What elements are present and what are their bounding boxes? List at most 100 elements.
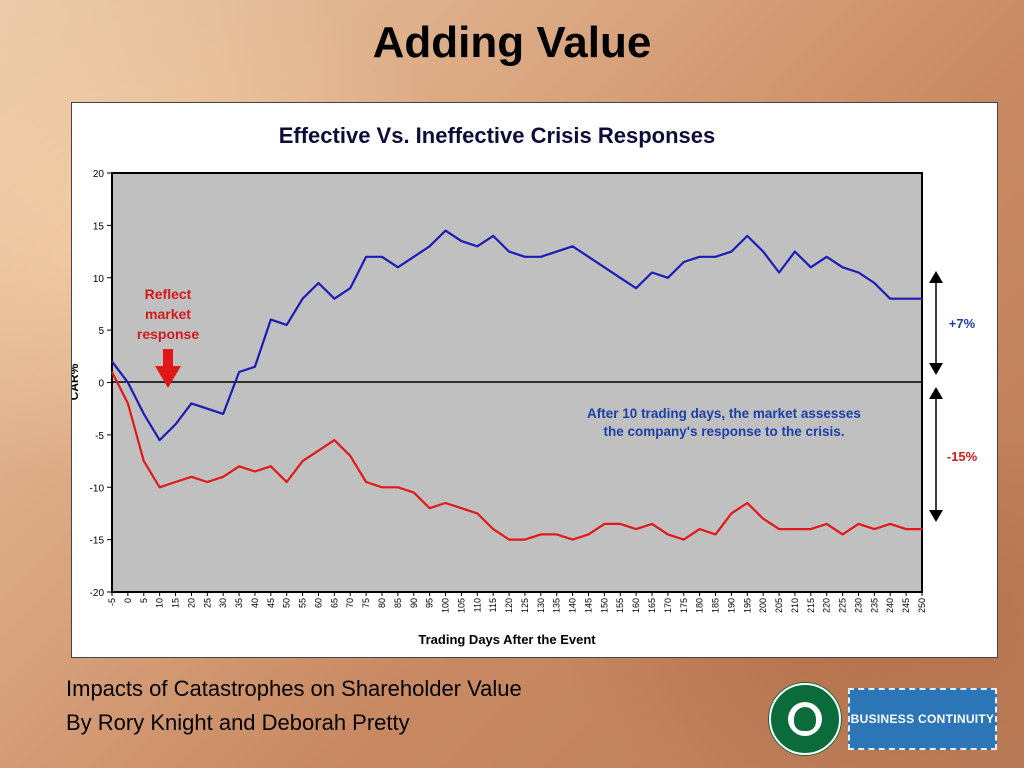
x-tick-label: 135 — [552, 598, 562, 613]
x-tick-label: 30 — [218, 598, 228, 608]
series-1-point — [810, 528, 812, 530]
series-1-point — [127, 402, 129, 405]
x-tick-label: 115 — [488, 598, 498, 612]
x-tick-label: 120 — [504, 598, 514, 613]
series-1-point — [889, 523, 892, 525]
series-1-point — [714, 533, 717, 536]
series-1-point — [698, 528, 701, 530]
y-tick-label: 0 — [98, 379, 104, 390]
y-axis-label: CAR% — [72, 363, 81, 400]
series-0-point — [603, 266, 606, 269]
x-tick-label: 165 — [647, 598, 657, 613]
series-1-point — [142, 460, 145, 462]
x-axis-label: Trading Days After the Event — [418, 632, 596, 647]
series-0-point — [571, 245, 574, 248]
series-0-point — [158, 439, 161, 441]
series-0-point — [190, 402, 193, 405]
x-tick-label: 90 — [409, 598, 419, 608]
y-tick-label: 15 — [93, 221, 105, 232]
series-1-point — [381, 486, 383, 489]
x-tick-label: 215 — [806, 598, 816, 613]
x-tick-label: -5 — [107, 598, 117, 606]
series-0-point — [762, 250, 764, 253]
y-tick-label: -10 — [90, 483, 105, 494]
series-1-point — [190, 475, 193, 478]
series-0-point — [142, 413, 145, 415]
series-0-point — [587, 256, 590, 258]
x-tick-label: 240 — [885, 598, 895, 613]
series-1-point — [746, 502, 749, 504]
series-1-point — [476, 512, 479, 515]
series-0-point — [635, 287, 637, 290]
series-1-point — [174, 481, 177, 483]
series-1-point — [254, 470, 256, 473]
series-0-point — [540, 256, 542, 258]
series-0-point — [682, 261, 685, 263]
series-0-point — [714, 256, 717, 258]
series-1-point — [444, 502, 447, 504]
series-1-point — [270, 465, 272, 468]
series-0-point — [285, 324, 288, 326]
series-line-0 — [111, 229, 922, 442]
series-0-point — [333, 297, 336, 300]
series-0-point — [206, 407, 209, 410]
y-tick-label: -20 — [90, 588, 105, 599]
series-1-point — [333, 439, 336, 441]
series-0-point — [412, 256, 415, 258]
series-1-point — [921, 528, 923, 530]
x-tick-label: 160 — [631, 598, 641, 613]
x-tick-label: 150 — [599, 598, 609, 613]
x-tick-label: 110 — [472, 598, 482, 612]
series-1-point — [841, 533, 844, 536]
x-tick-label: 105 — [456, 598, 466, 613]
series-1-point — [587, 533, 590, 536]
series-0-point — [746, 235, 749, 237]
series-1-point — [206, 481, 209, 483]
series-1-point — [794, 528, 796, 530]
x-tick-label: 45 — [266, 598, 276, 608]
y-tick-label: -5 — [95, 431, 104, 442]
series-0-point — [174, 423, 177, 426]
series-0-point — [444, 229, 447, 232]
series-1-point — [619, 523, 622, 525]
x-tick-label: 185 — [711, 598, 721, 613]
series-1-point — [460, 507, 463, 510]
x-tick-label: 0 — [123, 598, 133, 603]
x-tick-label: 220 — [822, 598, 832, 613]
business-continuity-badge: BUSINESS CONTINUITY — [848, 688, 997, 750]
series-0-point — [270, 318, 272, 321]
x-tick-label: 155 — [615, 598, 625, 613]
y-tick-label: 20 — [93, 169, 105, 180]
x-tick-label: 170 — [663, 598, 673, 613]
x-tick-label: 230 — [853, 598, 863, 613]
x-tick-label: 140 — [568, 598, 578, 613]
series-1-point — [873, 528, 876, 530]
series-1-point — [317, 449, 320, 452]
series-1-point — [730, 512, 733, 515]
x-tick-label: 40 — [250, 598, 260, 608]
x-tick-label: 55 — [298, 598, 308, 608]
series-1-point — [428, 507, 431, 510]
series-0-point — [428, 245, 431, 248]
x-tick-label: 20 — [186, 598, 196, 608]
minus-range-arrow-icon — [929, 387, 943, 522]
series-1-point — [682, 538, 685, 541]
reflect-market-annotation: Reflect market response — [137, 286, 199, 342]
series-0-point — [857, 271, 860, 274]
series-0-point — [667, 276, 669, 279]
series-1-point — [778, 528, 780, 530]
x-tick-label: 80 — [377, 598, 387, 608]
series-1-point — [524, 538, 526, 541]
series-0-point — [238, 371, 240, 373]
series-1-point — [571, 538, 574, 541]
series-layer — [111, 229, 923, 541]
series-1-point — [651, 523, 653, 525]
series-0-point — [524, 256, 526, 258]
series-0-point — [698, 256, 701, 258]
series-1-point — [238, 465, 240, 468]
series-1-point — [492, 528, 494, 530]
series-line-1 — [111, 371, 922, 541]
caption-line-1: Impacts of Catastrophes on Shareholder V… — [66, 676, 522, 701]
series-1-point — [222, 475, 224, 478]
series-0-point — [476, 245, 479, 248]
